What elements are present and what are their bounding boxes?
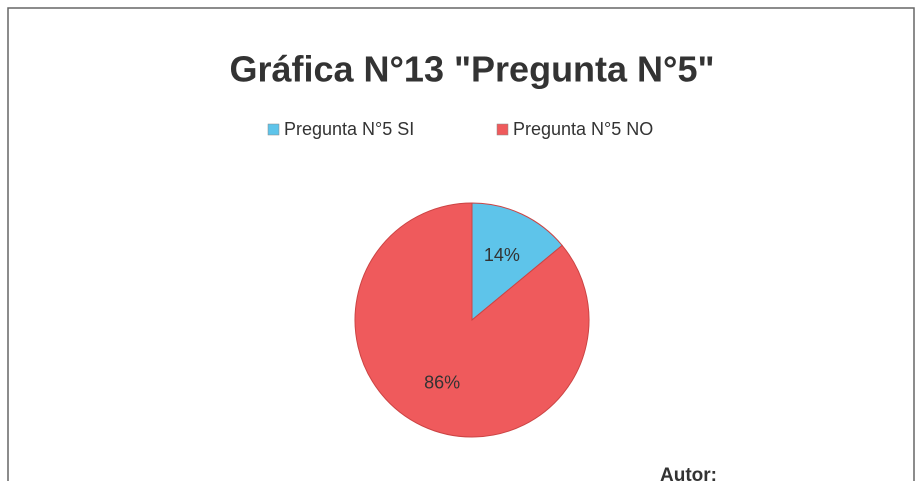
- data-label: 86%: [424, 372, 460, 392]
- annotation: Autor:: [660, 465, 717, 481]
- chart-title: Gráfica N°13 "Pregunta N°5": [229, 49, 714, 90]
- legend-swatch: [267, 123, 280, 136]
- legend-swatch: [496, 123, 509, 136]
- pie-slice: [354, 202, 590, 438]
- data-label: 14%: [484, 245, 520, 265]
- legend-label: Pregunta N°5 SI: [284, 119, 414, 139]
- legend-label: Pregunta N°5 NO: [513, 119, 653, 139]
- pie-slice: [471, 202, 563, 322]
